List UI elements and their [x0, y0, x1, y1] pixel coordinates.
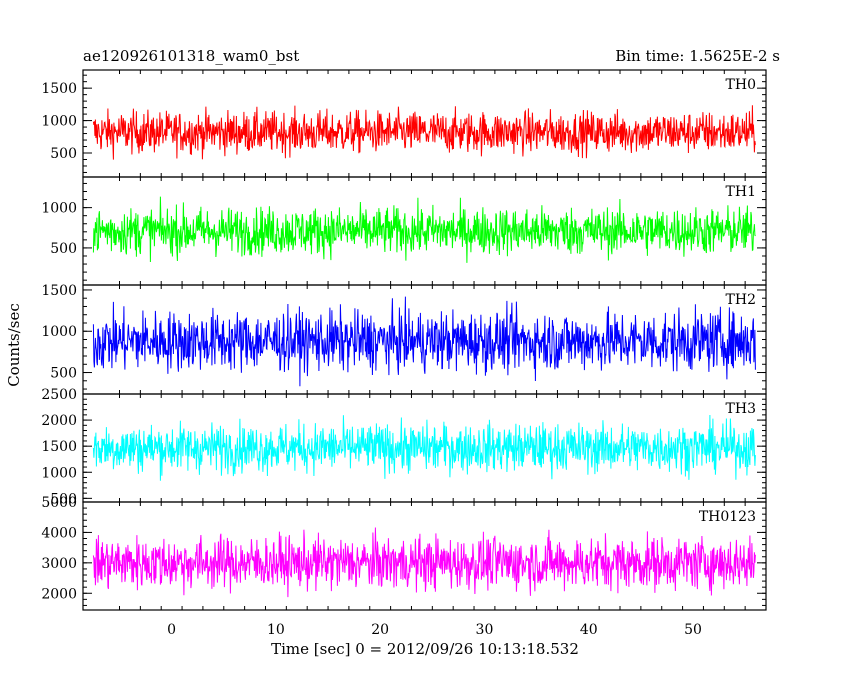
y-tick-label: 1000 — [41, 114, 77, 130]
x-tick-label: 50 — [684, 622, 702, 638]
chart-title-left: ae120926101318_wam0_bst — [83, 47, 299, 65]
y-tick-label: 3000 — [41, 556, 77, 572]
series-line-th0 — [92, 105, 756, 160]
y-tick-label: 4000 — [41, 525, 77, 541]
series-line-th3 — [92, 414, 756, 481]
panel-label-th3: TH3 — [726, 401, 756, 417]
x-tick-label: 20 — [371, 622, 389, 638]
panel-label-th1: TH1 — [726, 184, 756, 200]
x-tick-label: 40 — [580, 622, 598, 638]
x-axis-label: Time [sec] 0 = 2012/09/26 10:13:18.532 — [271, 640, 579, 658]
x-tick-label: 0 — [167, 622, 176, 638]
y-tick-label: 2500 — [41, 387, 77, 403]
panel-label-th2: TH2 — [726, 292, 756, 308]
series-line-th1 — [92, 196, 756, 263]
y-tick-label: 500 — [50, 491, 77, 507]
y-tick-label: 2000 — [41, 586, 77, 602]
panel-frame-th1 — [82, 176, 767, 286]
y-tick-label: 500 — [50, 146, 77, 162]
y-tick-label: 1000 — [41, 465, 77, 481]
y-tick-label: 1500 — [41, 439, 77, 455]
series-line-th0123 — [92, 527, 756, 598]
y-tick-label: 1500 — [41, 283, 77, 299]
y-tick-label: 1500 — [41, 81, 77, 97]
y-axis-label: Counts/sec — [5, 303, 23, 387]
y-tick-label: 1000 — [41, 201, 77, 217]
x-tick-label: 30 — [476, 622, 494, 638]
panel-label-th0123: TH0123 — [699, 509, 756, 525]
y-tick-label: 2000 — [41, 413, 77, 429]
y-tick-label: 500 — [50, 241, 77, 257]
x-tick-label: 10 — [267, 622, 285, 638]
panel-label-th0: TH0 — [726, 77, 756, 93]
chart-title-right: Bin time: 1.5625E-2 s — [615, 47, 780, 65]
y-tick-label: 500 — [50, 366, 77, 382]
y-tick-label: 1000 — [41, 324, 77, 340]
series-line-th2 — [92, 296, 756, 387]
panel-frame-th0123 — [82, 501, 767, 611]
y-tick-label: 5000 — [41, 495, 77, 511]
